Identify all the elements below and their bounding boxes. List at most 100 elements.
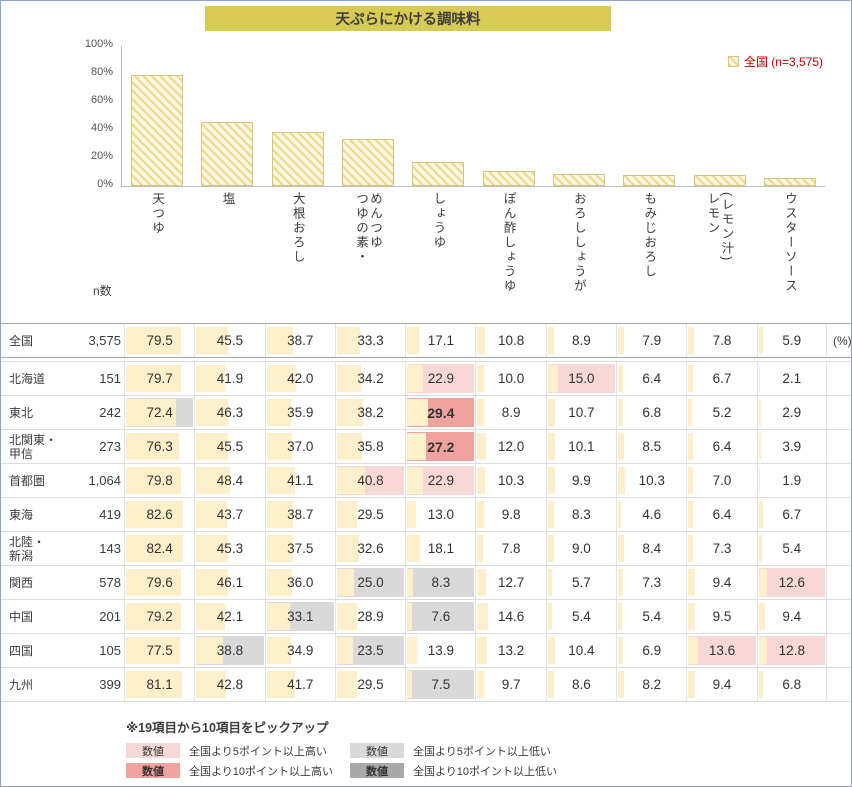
- legend-low5-desc: 全国より5ポイント以上低い: [413, 745, 551, 758]
- cell-bar: [266, 433, 293, 460]
- cell-value: 6.8: [782, 677, 802, 692]
- table-cell: 10.4: [545, 634, 616, 667]
- footer-legend: 数値 全国より5ポイント以上高い 数値 全国より5ポイント以上低い 数値 全国よ…: [126, 741, 633, 780]
- cell-bar: [477, 569, 487, 596]
- table-cell: 8.4: [616, 532, 686, 565]
- bar-column: [122, 46, 192, 186]
- cell-bar: [336, 671, 358, 698]
- row-cells: 79.8 48.4 41.1 40.8 22.9 10.3 9.9 10.3 7.0 1.9: [124, 464, 827, 497]
- cell-value: 29.4: [427, 404, 455, 421]
- cell-bar: [407, 603, 413, 630]
- cell-value: 10.8: [497, 333, 525, 348]
- n-count: 242: [99, 405, 121, 420]
- table-cell: 14.6: [475, 600, 545, 633]
- table-cell: 10.8: [475, 324, 545, 357]
- cell-value: 9.5: [712, 609, 732, 624]
- table-cell: 41.7: [264, 668, 335, 701]
- legend-high10-desc: 全国より10ポイント以上高い: [189, 765, 334, 778]
- cell-value: 38.2: [357, 405, 384, 420]
- table-cell: 9.4: [756, 600, 827, 633]
- n-count: 273: [99, 439, 121, 454]
- cell-bar: [407, 433, 427, 460]
- cell-bar: [126, 433, 179, 460]
- cell-value: 9.7: [501, 677, 521, 692]
- cell-bar: [336, 569, 355, 596]
- table-cell: 9.8: [475, 498, 545, 531]
- cell-value: 29.5: [357, 507, 384, 522]
- cell-value: 8.9: [501, 405, 521, 420]
- cell-bar: [477, 603, 488, 630]
- cell-bar: [336, 327, 360, 354]
- table-row: 中国 201 79.2 42.1 33.1 28.9 7.6 14.6 5.4 5.4 9.5 9.4: [1, 600, 851, 634]
- cell-bar: [547, 671, 554, 698]
- bar-column: [333, 46, 403, 186]
- cell-value: 9.8: [501, 507, 521, 522]
- table-cell: 12.0: [475, 430, 545, 463]
- table-cell: 13.6: [686, 634, 756, 667]
- table-cell: 25.0: [334, 566, 405, 599]
- cell-bar: [477, 535, 483, 562]
- table-cell: 42.0: [264, 362, 335, 395]
- cell-value: 13.6: [708, 643, 736, 658]
- table-cell: 13.0: [405, 498, 475, 531]
- cell-value: 7.3: [642, 575, 662, 590]
- cell-value: 46.3: [216, 405, 244, 420]
- cell-value: 13.0: [427, 507, 454, 522]
- cell-value: 29.5: [357, 677, 384, 692]
- table-cell: 12.8: [756, 634, 827, 667]
- cell-value: 37.5: [287, 541, 314, 556]
- row-cells: 81.1 42.8 41.7 29.5 7.5 9.7 8.6 8.2 9.4 6.8: [124, 668, 827, 701]
- cell-value: 42.1: [216, 609, 244, 624]
- cell-bar: [758, 603, 766, 630]
- bar-column: [403, 46, 473, 186]
- cell-bar: [407, 671, 413, 698]
- cell-bar: [196, 365, 226, 392]
- cell-value: 13.2: [497, 643, 525, 658]
- cell-bar: [688, 501, 693, 528]
- cell-value: 9.0: [572, 541, 591, 556]
- cell-bar: [618, 467, 626, 494]
- cell-bar: [758, 671, 764, 698]
- cell-value: 34.2: [357, 371, 384, 386]
- cell-value: 5.7: [572, 575, 591, 590]
- table-cell: 27.2: [405, 430, 475, 463]
- region-label: 全国: [9, 333, 34, 348]
- table-cell: 8.6: [545, 668, 616, 701]
- bar-column: [755, 46, 825, 186]
- cell-value: 79.2: [146, 609, 173, 624]
- cell-bar: [758, 569, 768, 596]
- cell-value: 7.9: [642, 333, 662, 348]
- cell-value: 8.3: [431, 575, 451, 590]
- table-cell: 33.1: [264, 600, 335, 633]
- category-label: 天つゆ: [150, 192, 165, 236]
- cell-bar: [758, 365, 761, 392]
- bar-column: [473, 46, 543, 186]
- n-count: 151: [99, 371, 121, 386]
- cell-value: 45.5: [216, 439, 244, 454]
- highlight-h5: [547, 364, 616, 393]
- table-cell: 7.5: [405, 668, 475, 701]
- table-cell: 79.5: [124, 324, 194, 357]
- table-cell: 5.4: [616, 600, 686, 633]
- table-cell: 35.8: [334, 430, 405, 463]
- cell-value: 5.9: [782, 333, 802, 348]
- cell-bar: [336, 637, 354, 664]
- cell-bar: [688, 637, 698, 664]
- cell-value: 10.3: [638, 473, 665, 488]
- table-cell: 22.9: [405, 464, 475, 497]
- category-label: レモン (レモン汁): [705, 192, 734, 263]
- legend-high5-swatch: 数値: [126, 743, 180, 758]
- category-column: ウスターソース: [755, 192, 825, 318]
- cell-bar: [407, 399, 428, 426]
- cell-bar: [547, 637, 555, 664]
- category-column: おろししょうが: [544, 192, 614, 318]
- cell-bar: [196, 399, 229, 426]
- region-label: 北海道: [9, 371, 46, 386]
- cell-value: 7.6: [431, 609, 451, 624]
- cell-value: 5.4: [782, 541, 802, 556]
- table-cell: 9.7: [475, 668, 545, 701]
- cell-value: 12.7: [497, 575, 525, 590]
- cell-bar: [618, 365, 623, 392]
- table-cell: 6.4: [686, 498, 756, 531]
- category-label: ぽん酢しょうゆ: [501, 192, 516, 294]
